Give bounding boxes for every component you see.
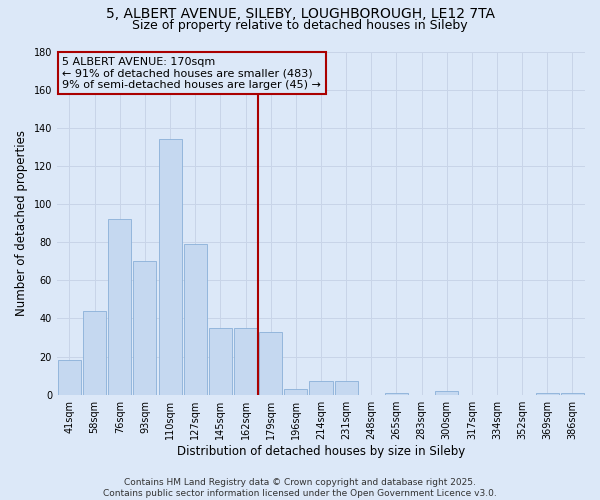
Text: 5, ALBERT AVENUE, SILEBY, LOUGHBOROUGH, LE12 7TA: 5, ALBERT AVENUE, SILEBY, LOUGHBOROUGH, …	[106, 8, 494, 22]
Bar	[259, 332, 282, 394]
Text: Size of property relative to detached houses in Sileby: Size of property relative to detached ho…	[132, 19, 468, 32]
Bar	[209, 328, 232, 394]
Bar	[335, 382, 358, 394]
Bar	[184, 244, 207, 394]
Text: 5 ALBERT AVENUE: 170sqm
← 91% of detached houses are smaller (483)
9% of semi-de: 5 ALBERT AVENUE: 170sqm ← 91% of detache…	[62, 56, 321, 90]
Bar	[58, 360, 81, 394]
Text: Contains HM Land Registry data © Crown copyright and database right 2025.
Contai: Contains HM Land Registry data © Crown c…	[103, 478, 497, 498]
Y-axis label: Number of detached properties: Number of detached properties	[15, 130, 28, 316]
Bar	[234, 328, 257, 394]
Bar	[536, 393, 559, 394]
Bar	[435, 391, 458, 394]
Bar	[561, 393, 584, 394]
Bar	[133, 261, 157, 394]
X-axis label: Distribution of detached houses by size in Sileby: Distribution of detached houses by size …	[177, 444, 465, 458]
Bar	[310, 382, 332, 394]
Bar	[284, 389, 307, 394]
Bar	[385, 393, 408, 394]
Bar	[158, 139, 182, 394]
Bar	[108, 220, 131, 394]
Bar	[83, 311, 106, 394]
